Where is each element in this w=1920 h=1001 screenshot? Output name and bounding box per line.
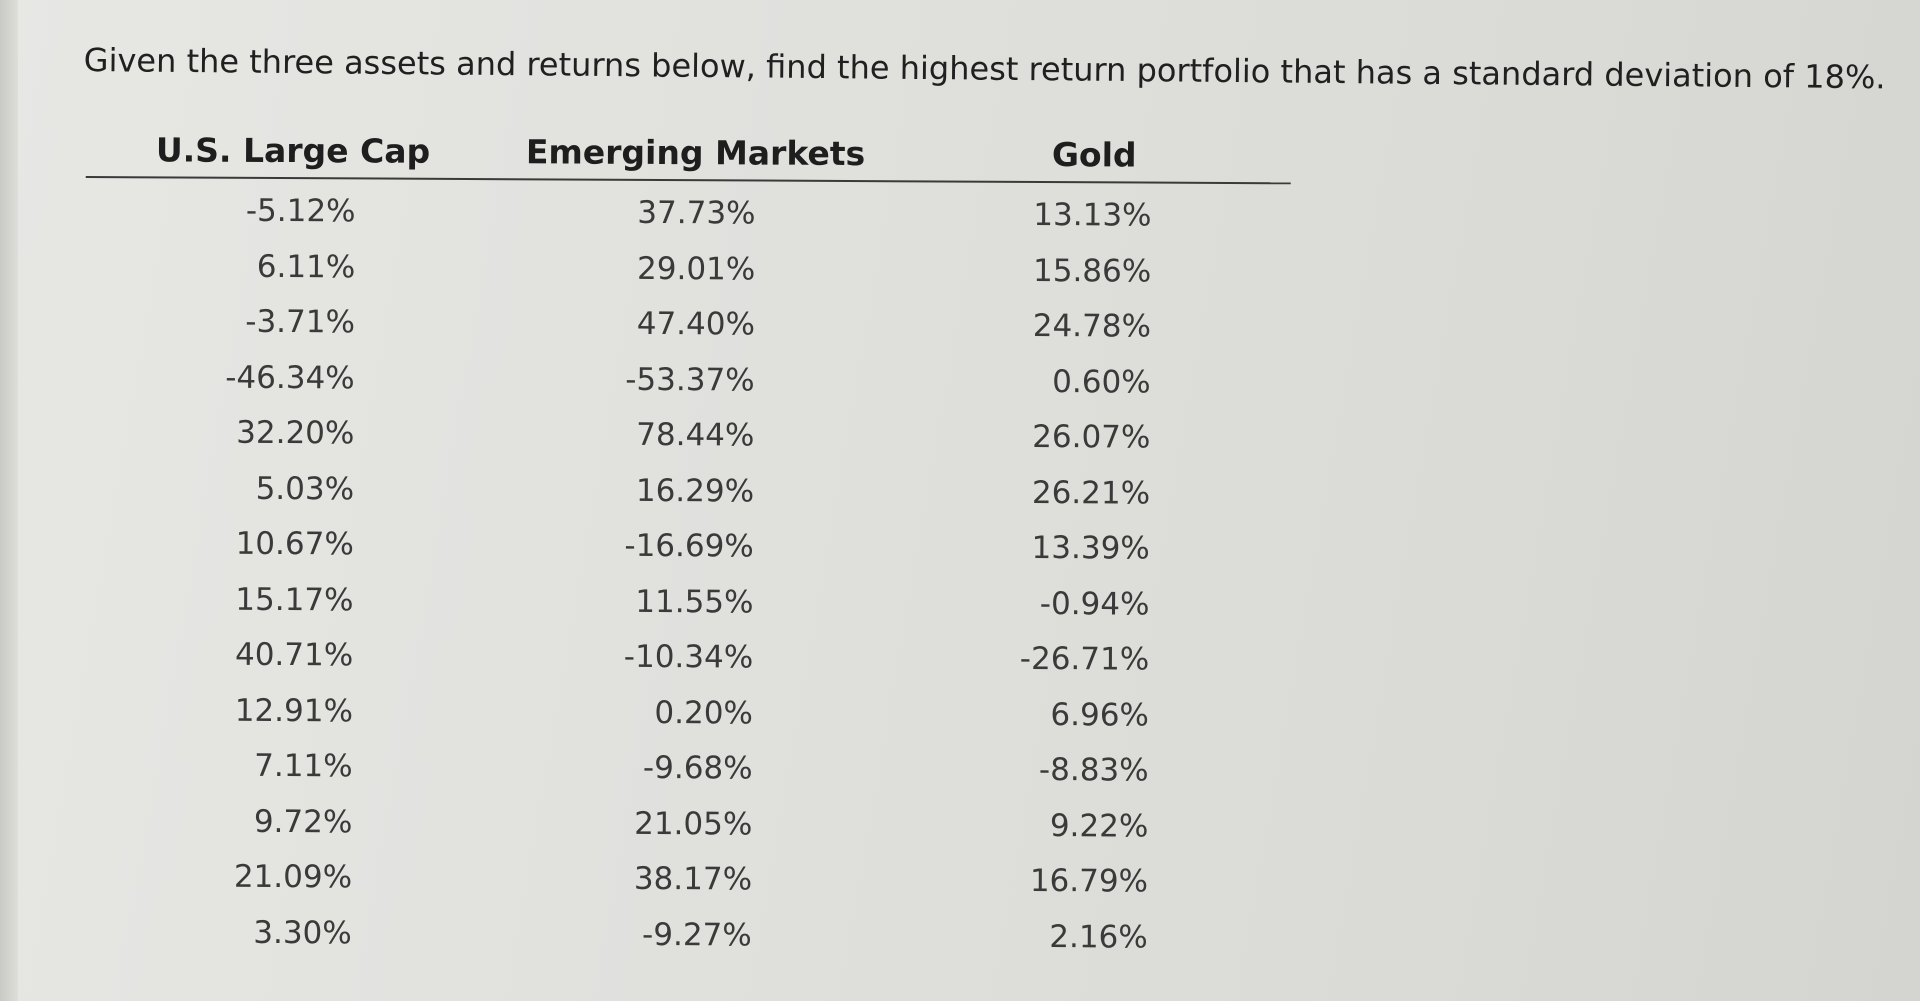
cell-gold: 9.22% — [1049, 807, 1149, 845]
cell-gold: 13.39% — [1031, 529, 1150, 567]
header-us-large-cap: U.S. Large Cap — [155, 130, 431, 171]
table-row: 12.91% 0.20% 6.96% — [83, 683, 1288, 745]
cell-gold: 13.13% — [1033, 196, 1152, 234]
table-row: -3.71% 47.40% 24.78% — [85, 295, 1290, 357]
returns-table: U.S. Large Cap Emerging Markets Gold -5.… — [85, 128, 1291, 955]
table-row: 5.03% 16.29% 26.21% — [84, 461, 1289, 523]
table-row: 9.72% 21.05% 9.22% — [82, 794, 1287, 856]
cell-gold: 16.79% — [1029, 862, 1149, 900]
table-body: -5.12% 37.73% 13.13% 6.11% 29.01% 15.86%… — [82, 184, 1291, 967]
cell-gold: 24.78% — [1032, 307, 1152, 345]
cell-gold: -26.71% — [1019, 640, 1150, 678]
table-row: 40.71% -10.34% -26.71% — [83, 628, 1288, 690]
table-header: U.S. Large Cap Emerging Markets Gold — [85, 128, 1291, 185]
cell-gold: 0.60% — [1052, 363, 1151, 401]
cell-gold: 26.07% — [1032, 418, 1151, 456]
table-row: 32.20% 78.44% 26.07% — [84, 406, 1289, 468]
table-row: 10.67% -16.69% 13.39% — [84, 517, 1289, 579]
table-row: 3.30% -9.27% 2.16% — [82, 905, 1287, 967]
table-row: 6.11% 29.01% 15.86% — [85, 239, 1290, 301]
table-row: 21.09% 38.17% 16.79% — [82, 850, 1287, 912]
page-edge — [0, 0, 18, 1001]
header-gold: Gold — [1051, 135, 1137, 175]
cell-gold: 2.16% — [1049, 918, 1148, 956]
cell-gold: 15.86% — [1032, 252, 1152, 290]
header-emerging-markets: Emerging Markets — [525, 132, 866, 174]
table-row: 15.17% 11.55% -0.94% — [83, 572, 1288, 634]
cell-gold: 26.21% — [1031, 474, 1151, 512]
cell-gold: -0.94% — [1039, 585, 1150, 623]
table-row: -46.34% -53.37% 0.60% — [85, 350, 1290, 412]
cell-gold: -8.83% — [1038, 751, 1149, 789]
cell-gold: 6.96% — [1050, 696, 1150, 734]
question-text: Given the three assets and returns below… — [83, 40, 1886, 97]
table-row: 7.11% -9.68% -8.83% — [83, 739, 1288, 801]
table-row: -5.12% 37.73% 13.13% — [85, 184, 1290, 246]
